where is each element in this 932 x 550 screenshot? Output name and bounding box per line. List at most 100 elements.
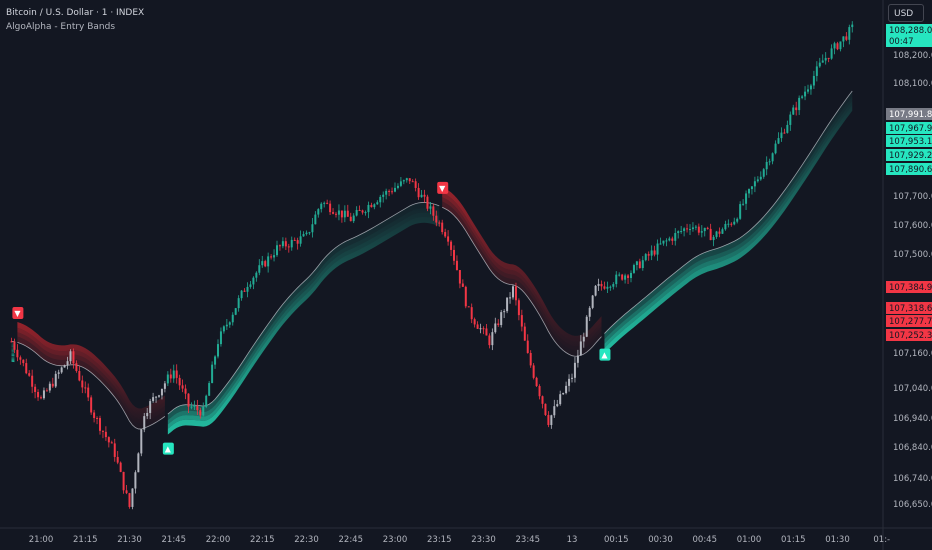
candle-body [476,324,479,329]
candle-body [671,238,674,241]
x-tick-label: 22:45 [339,535,364,545]
candle-body [423,194,426,197]
candle-body [618,274,621,276]
candle-body [697,226,700,233]
bear-band [442,201,602,357]
candle-body [267,256,270,267]
candle-body [512,286,514,298]
candle-body [187,393,190,407]
candle-body [394,187,396,192]
price-label: 107,967.94 [889,124,932,134]
currency-button[interactable]: USD [888,4,924,22]
candle-body [677,231,680,234]
candle-body [435,215,438,223]
candle-body [792,107,795,115]
candle-body [211,364,214,384]
candle-body [110,442,113,444]
candle-body [163,383,166,389]
candle-body [517,300,520,316]
candle-body [169,374,172,379]
candle-body [571,377,573,379]
candle-body [455,260,458,271]
candle-body [804,91,807,97]
bear-band [442,197,602,351]
candle-body [34,386,37,392]
candle-body [63,365,66,368]
candle-body [143,416,146,430]
candle-body [276,245,278,256]
candle-body [485,328,488,336]
candle-body [128,493,131,507]
candle-body [706,227,709,229]
candle-body [556,404,559,407]
candle-body [526,340,529,353]
candle-body [438,222,441,224]
candle-body [134,472,137,489]
bull-band [167,216,440,435]
candle-body [550,415,553,426]
candle-body [184,388,187,394]
candle-body [96,417,99,419]
candle-body [237,298,240,309]
candle-body [745,193,748,204]
candle-body [830,48,833,59]
bear-entry-marker [437,181,449,194]
candle-body [609,286,612,288]
candle-body [600,283,603,287]
candle-body [116,456,119,463]
candle-body [335,213,337,215]
candle-body [644,254,647,261]
candle-body [470,307,473,320]
candle-body [240,290,243,299]
price-label-box [886,108,932,120]
candle-body [473,319,476,325]
bull-arrow-icon: ▲ [601,351,608,360]
candle-body [202,406,205,416]
candle-body [193,405,196,407]
candle-body [214,356,217,365]
candle-body [532,365,535,378]
bear-band [17,332,165,424]
candle-body [668,238,671,241]
candle-body [606,286,609,289]
candle-body [75,363,78,372]
band-midline [17,342,166,430]
candle-body [290,239,293,248]
candle-body [736,218,739,222]
candle-body [293,239,296,241]
candle-body [683,228,686,232]
candle-body [320,203,323,210]
candle-body [54,373,57,387]
candle-body [479,328,482,330]
candle-body [391,191,394,193]
candle-body [833,43,836,49]
candle-body [562,393,565,395]
bull-band [167,212,440,429]
candle-body [101,430,104,432]
candle-body [467,306,470,308]
price-label-box [886,302,932,314]
candle-body [399,181,402,186]
candle-body [152,397,155,402]
bull-band [604,105,853,354]
candle-body [733,221,736,225]
candle-body [19,357,22,360]
candle-body [57,372,60,374]
candle-body [140,429,143,454]
candle-body [396,185,399,188]
x-tick-label: 22:30 [294,535,319,545]
candle-body [742,203,745,205]
candle-body [801,96,804,98]
candle-body [523,326,526,341]
candle-body [258,265,261,273]
y-tick-label: 107,040.00 [893,384,932,394]
candle-body [326,202,329,204]
candle-body [686,228,689,230]
candle-body [759,176,762,180]
candle-body [160,388,163,396]
price-label: 107,277.71 [889,317,932,327]
price-label: 107,991.83 [889,110,932,120]
candle-body [90,397,93,413]
candle-body [818,62,821,67]
